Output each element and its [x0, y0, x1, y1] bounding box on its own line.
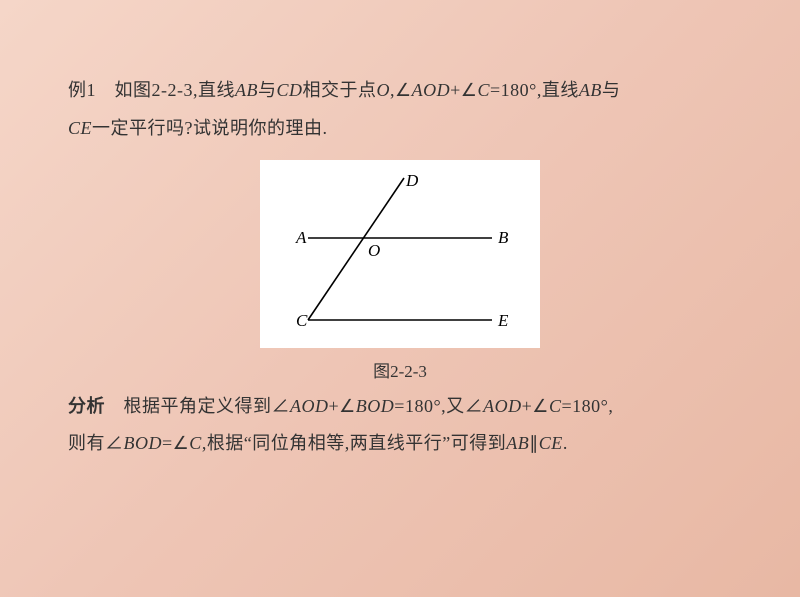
analysis-label: 分析	[68, 396, 105, 416]
figure-container: A B C E D O 图2-2-3	[68, 160, 732, 382]
var-O: O	[377, 80, 391, 100]
t: +∠	[522, 396, 549, 416]
slide-content: 例1 如图2-2-3,直线AB与CD相交于点O,∠AOD+∠C=180°,直线A…	[0, 0, 800, 463]
t: +∠	[450, 80, 477, 100]
t: .	[563, 433, 568, 453]
t: =180°,	[561, 396, 613, 416]
svg-text:C: C	[296, 311, 308, 330]
var-AOD: AOD	[412, 80, 451, 100]
var-BOD: BOD	[124, 433, 163, 453]
problem-text: 例1 如图2-2-3,直线AB与CD相交于点O,∠AOD+∠C=180°,直线A…	[68, 72, 732, 148]
t: 与	[602, 80, 621, 100]
t: +∠	[329, 396, 356, 416]
t: 根据平角定义得到∠	[124, 396, 291, 416]
var-AOD: AOD	[290, 396, 329, 416]
t: =∠	[162, 433, 189, 453]
var-C: C	[549, 396, 562, 416]
t: =180°,直线	[490, 80, 579, 100]
var-AB: AB	[579, 80, 602, 100]
analysis-text: 分析 根据平角定义得到∠AOD+∠BOD=180°,又∠AOD+∠C=180°,…	[68, 388, 732, 464]
svg-text:E: E	[497, 311, 509, 330]
var-CD: CD	[277, 80, 303, 100]
svg-text:D: D	[405, 171, 419, 190]
t: 则有∠	[68, 433, 124, 453]
var-CE: CE	[539, 433, 563, 453]
var-AOD: AOD	[483, 396, 522, 416]
var-AB: AB	[506, 433, 529, 453]
var-AB: AB	[235, 80, 258, 100]
var-CE: CE	[68, 118, 92, 138]
diagram-svg: A B C E D O	[276, 170, 524, 338]
t: ,根据“同位角相等,两直线平行”可得到	[202, 433, 506, 453]
t: 相交于点	[303, 80, 377, 100]
var-C: C	[189, 433, 202, 453]
t: 与	[258, 80, 277, 100]
svg-text:O: O	[368, 241, 380, 260]
var-C: C	[477, 80, 490, 100]
t: 一定平行吗?试说明你的理由.	[92, 118, 328, 138]
t: =180°,又∠	[394, 396, 483, 416]
geometry-figure: A B C E D O	[260, 160, 540, 348]
var-BOD: BOD	[356, 396, 395, 416]
figure-caption: 图2-2-3	[68, 357, 732, 382]
t: 如图2-2-3,直线	[115, 80, 236, 100]
svg-text:A: A	[295, 228, 307, 247]
svg-text:B: B	[498, 228, 509, 247]
t: ∥	[529, 433, 539, 453]
t: ,∠	[390, 80, 412, 100]
problem-label: 例1	[68, 80, 96, 100]
